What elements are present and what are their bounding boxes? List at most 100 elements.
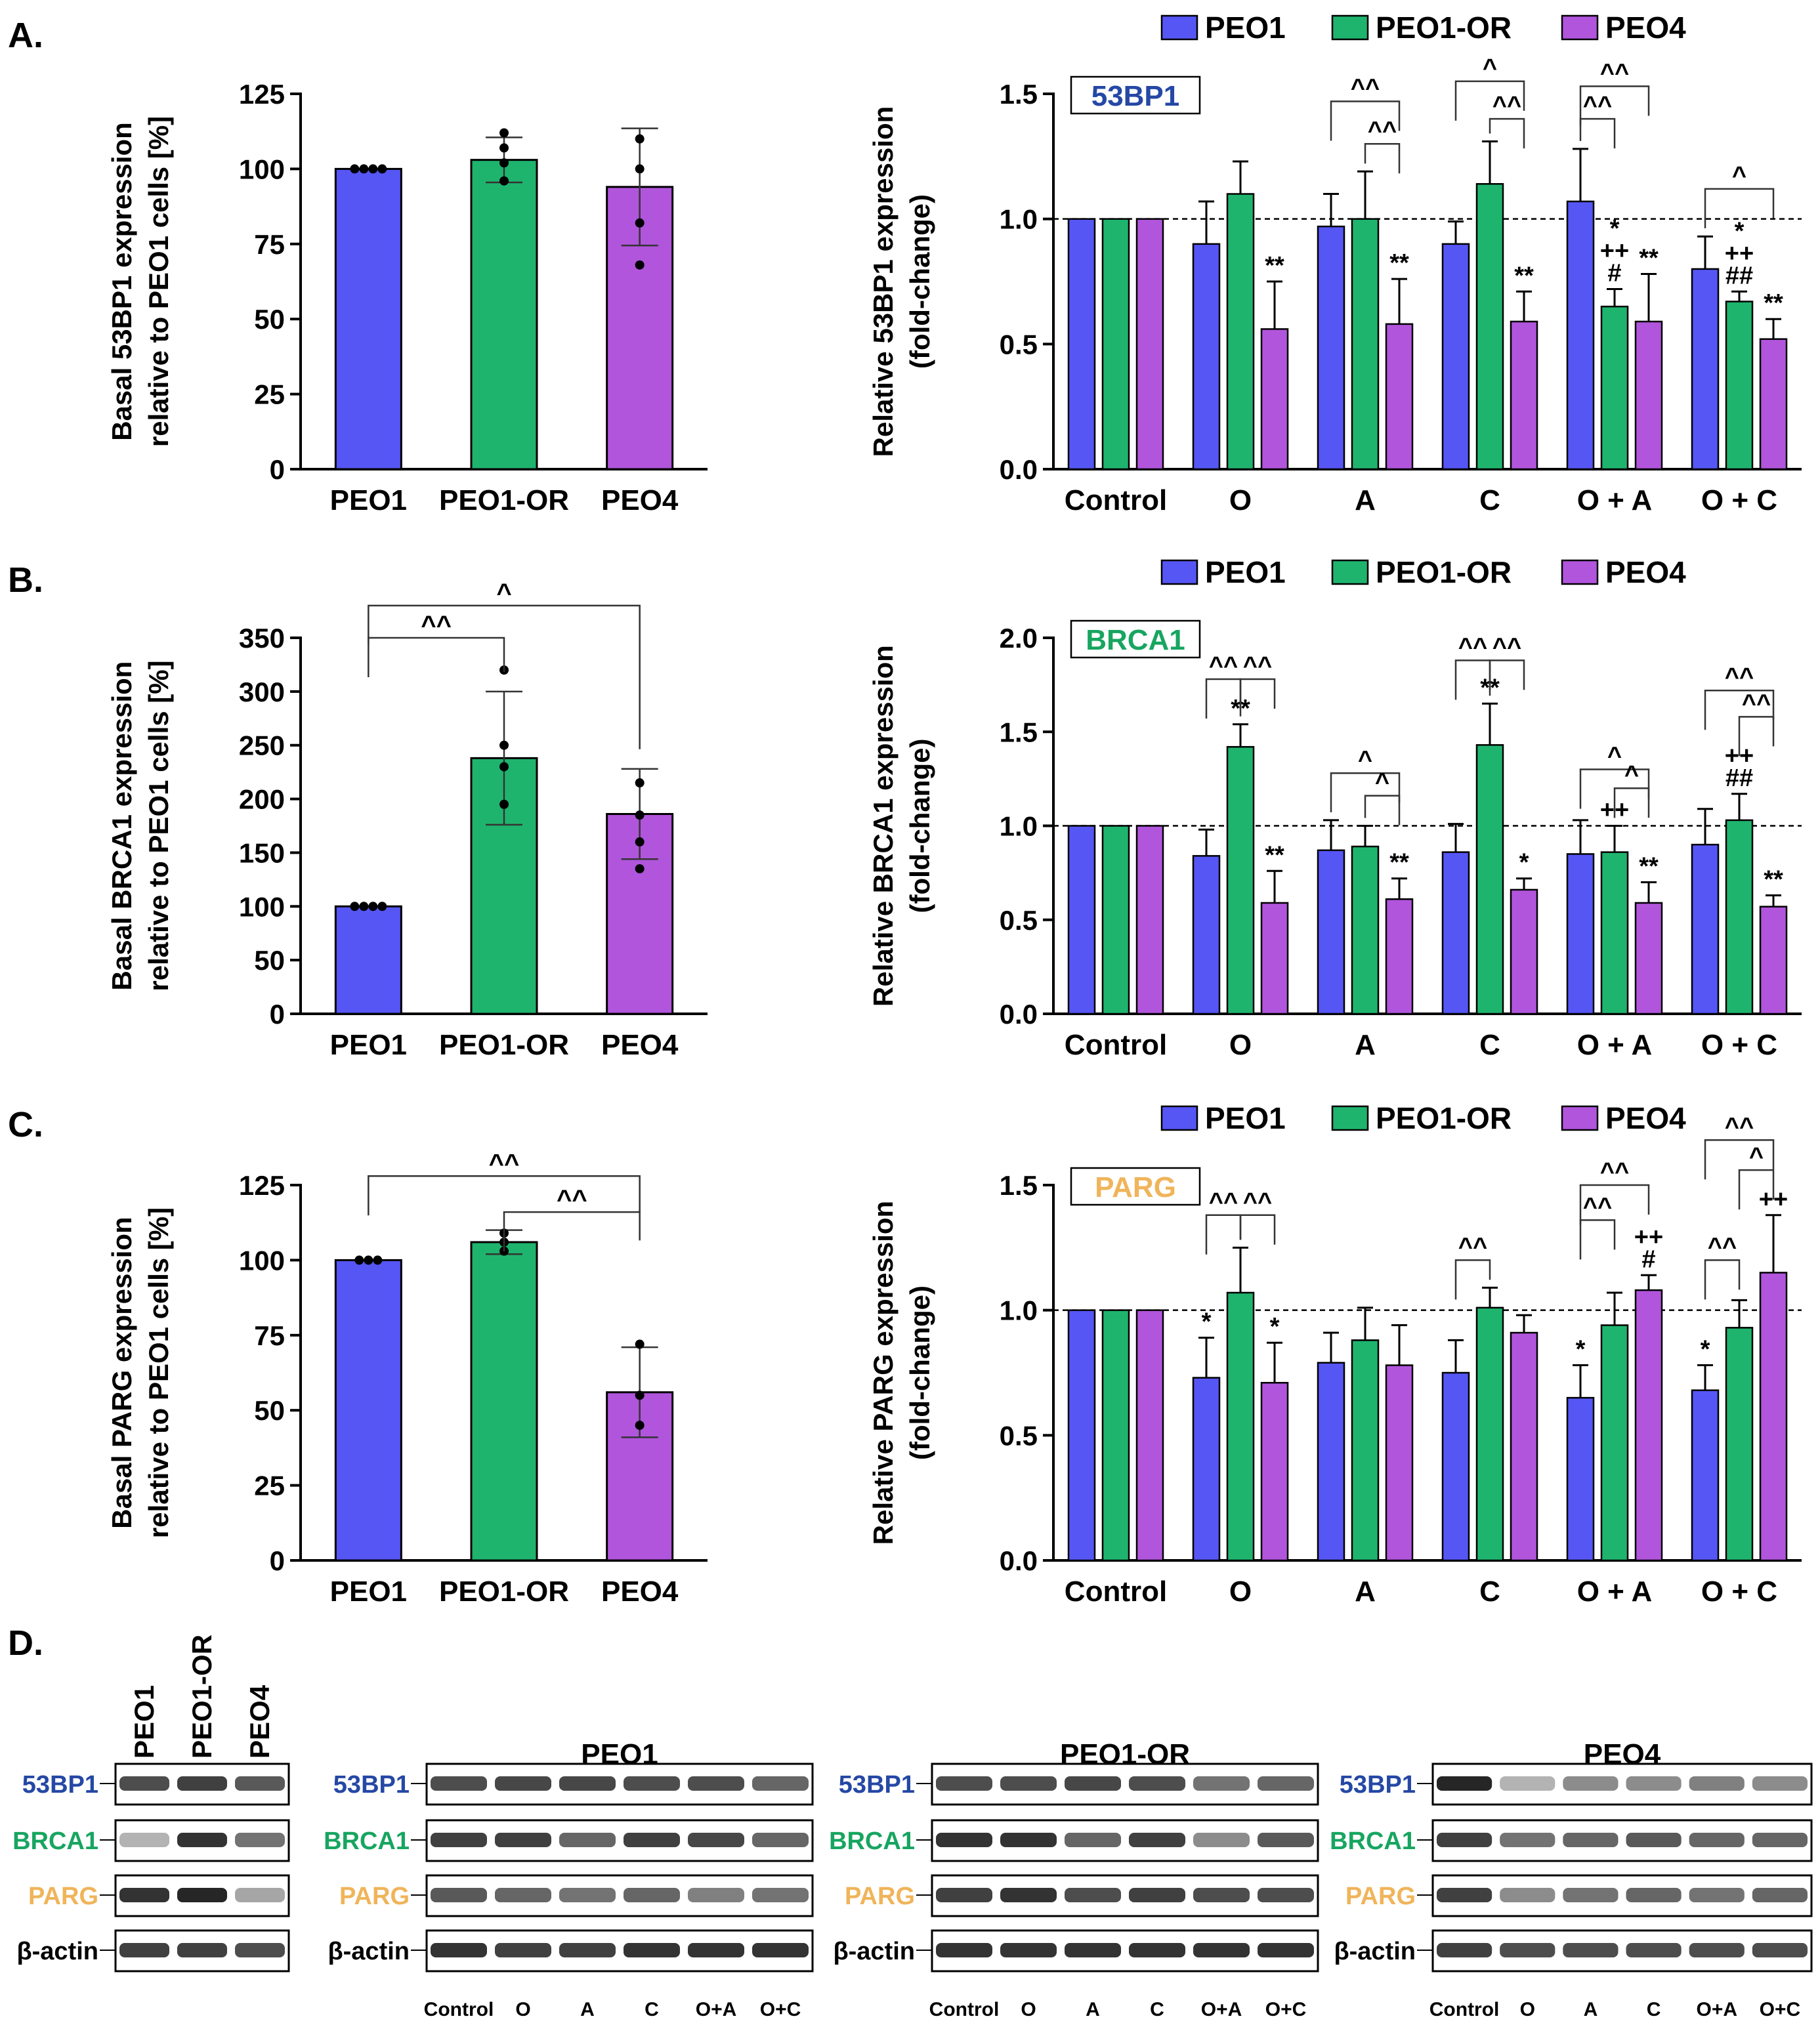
x-tick-label: PEO1 xyxy=(330,1576,407,1608)
blot-band xyxy=(1626,1833,1682,1847)
blot-band xyxy=(431,1776,487,1791)
data-point xyxy=(499,128,509,138)
blot-strip xyxy=(425,1929,814,1973)
blot-lane-label: PEO1-OR xyxy=(186,1635,217,1759)
significance-mark: ** xyxy=(1639,245,1659,272)
bar-PEO4-O + A xyxy=(1634,320,1663,470)
data-point xyxy=(368,164,378,174)
bracket-label: ^^ xyxy=(1492,633,1521,661)
bar-PEO1-OR-Control xyxy=(1101,825,1130,1015)
blot-band xyxy=(431,1833,487,1847)
bracket-label: ^^ xyxy=(489,1149,520,1178)
legend-label: PEO4 xyxy=(1605,10,1686,45)
bracket-label: ^^ xyxy=(1583,92,1612,119)
bar-PEO1 xyxy=(334,905,402,1015)
panel-label-c: C. xyxy=(8,1105,43,1144)
significance-mark: ** xyxy=(1389,249,1409,277)
y-tick-label: 1.5 xyxy=(1000,1170,1038,1201)
blot-band xyxy=(1500,1833,1555,1847)
bar-PEO4 xyxy=(606,812,674,1015)
bar-PEO1-OR-O xyxy=(1226,193,1255,470)
bar-PEO4-C xyxy=(1510,888,1538,1015)
data-point xyxy=(635,1421,645,1430)
data-point xyxy=(368,902,378,911)
significance-mark: * xyxy=(1701,1336,1710,1364)
blot-band xyxy=(1752,1833,1808,1847)
blot-band xyxy=(1000,1833,1057,1847)
blot-lane-label: O+C xyxy=(760,1999,801,2020)
blot-band xyxy=(1065,1776,1121,1791)
x-tick-label: PEO1 xyxy=(330,484,407,516)
y-axis-title: (fold-change) xyxy=(904,739,935,913)
significance-bracket xyxy=(1579,1219,1616,1260)
blot-band xyxy=(688,1943,744,1957)
y-tick-label: 75 xyxy=(254,1320,285,1351)
significance-bracket xyxy=(1704,1259,1741,1300)
gene-label: 53BP1 xyxy=(1091,80,1180,112)
significance-bracket xyxy=(368,637,505,677)
blot-band xyxy=(235,1776,285,1791)
legend-swatch-PEO4 xyxy=(1561,1105,1599,1131)
significance-mark: # xyxy=(1607,259,1621,287)
blot-strip xyxy=(931,1929,1319,1973)
blot-band xyxy=(1065,1888,1121,1902)
blot-lane-label: Control xyxy=(424,1999,494,2020)
significance-bracket xyxy=(1330,772,1401,812)
bar-PEO1-A xyxy=(1317,1362,1345,1562)
blot-basal: 53BP1 BRCA1 PARG β-actin PEO1 PEO1-OR PEO4 xyxy=(12,1635,290,1973)
blot-band xyxy=(1193,1776,1250,1791)
legend-swatch-PEO1-OR xyxy=(1331,1105,1369,1131)
y-axis-title: Basal PARG expression xyxy=(106,1217,137,1528)
blot-row-label: BRCA1 xyxy=(12,1827,98,1855)
y-tick-label: 0.5 xyxy=(1000,1420,1038,1451)
data-point xyxy=(635,134,645,144)
blot-strip xyxy=(1431,1929,1813,1973)
blot-strip xyxy=(425,1763,814,1806)
significance-bracket xyxy=(1330,100,1401,141)
blot-band xyxy=(1689,1943,1745,1957)
significance-mark: ** xyxy=(1265,252,1284,280)
blot-band xyxy=(177,1943,227,1957)
y-tick-label: 150 xyxy=(239,837,285,868)
blots-layer: 53BP1 BRCA1 PARG β-actin PEO1 PEO1-OR PEO4 PEO1… xyxy=(12,1635,1813,2020)
data-point xyxy=(377,164,387,174)
blot-lane-label: Control xyxy=(929,1999,1000,2020)
data-point xyxy=(350,164,360,174)
chart-C-left: 0 25 50 75 100 125 Basal PARG expression relati… xyxy=(106,1149,708,1608)
y-tick-label: 125 xyxy=(239,1170,285,1201)
bracket-label: ^^ xyxy=(1458,1233,1487,1261)
bar-PEO1-O xyxy=(1192,855,1221,1015)
significance-mark: ++ xyxy=(1600,237,1629,264)
data-point xyxy=(499,799,509,809)
bar-PEO1 xyxy=(334,167,402,470)
significance-bracket xyxy=(1489,117,1525,149)
bracket-label: ^^ xyxy=(1583,1193,1612,1221)
legend-swatch-PEO1 xyxy=(1160,14,1198,41)
y-tick-label: 350 xyxy=(239,623,285,654)
y-tick-label: 0 xyxy=(270,454,285,485)
blot-band xyxy=(1500,1888,1555,1902)
significance-mark: * xyxy=(1735,217,1745,245)
bracket-label: ^ xyxy=(1732,162,1746,190)
bracket-label: ^ xyxy=(1607,743,1622,770)
y-tick-label: 100 xyxy=(239,891,285,922)
y-tick-label: 250 xyxy=(239,730,285,761)
y-axis-title: relative to PEO1 cells [%] xyxy=(143,116,174,447)
significance-bracket xyxy=(1364,795,1401,825)
y-axis-title: Relative 53BP1 expression xyxy=(868,106,899,457)
bracket-label: ^ xyxy=(1375,769,1389,797)
bar-PEO4-Control xyxy=(1135,218,1164,470)
blot-band xyxy=(752,1833,809,1847)
y-tick-label: 25 xyxy=(254,1471,285,1501)
y-tick-label: 75 xyxy=(254,229,285,260)
x-tick-label: C xyxy=(1479,1576,1500,1608)
blot-band xyxy=(936,1888,992,1902)
y-axis-title: Relative PARG expression xyxy=(868,1201,899,1545)
blot-band xyxy=(1193,1833,1250,1847)
bar-PEO1-C xyxy=(1441,1371,1470,1562)
bracket-label: ^^ xyxy=(1600,1158,1629,1186)
y-tick-label: 1.0 xyxy=(1000,1295,1038,1326)
